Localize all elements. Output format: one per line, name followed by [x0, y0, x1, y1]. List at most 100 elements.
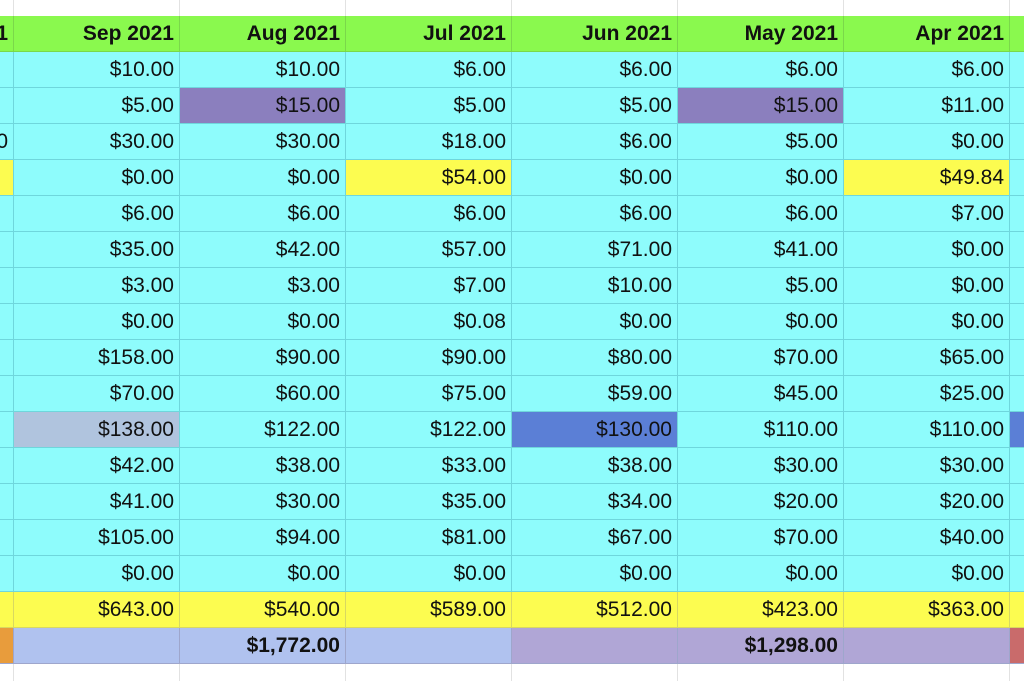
- data-cell[interactable]: $18.00: [346, 124, 512, 160]
- cell-partial[interactable]: [0, 304, 14, 340]
- data-cell[interactable]: $3.00: [180, 268, 346, 304]
- data-cell[interactable]: $130.00: [512, 412, 678, 448]
- data-cell[interactable]: $33.00: [346, 448, 512, 484]
- cell-partial[interactable]: [0, 448, 14, 484]
- monthly-total-cell[interactable]: $363.00: [844, 592, 1010, 628]
- data-cell[interactable]: $105.00: [14, 520, 180, 556]
- cell-partial[interactable]: [1010, 484, 1024, 520]
- data-cell[interactable]: $5.00: [14, 88, 180, 124]
- data-cell[interactable]: $30.00: [14, 124, 180, 160]
- data-cell[interactable]: $70.00: [678, 340, 844, 376]
- cell-partial[interactable]: [1010, 520, 1024, 556]
- data-cell[interactable]: $65.00: [844, 340, 1010, 376]
- data-cell[interactable]: $0.00: [180, 304, 346, 340]
- data-cell[interactable]: $5.00: [346, 88, 512, 124]
- cell-partial[interactable]: [0, 52, 14, 88]
- data-cell[interactable]: $20.00: [844, 484, 1010, 520]
- data-cell[interactable]: $0.08: [346, 304, 512, 340]
- data-cell[interactable]: $6.00: [512, 196, 678, 232]
- column-header[interactable]: Jul 2021: [346, 16, 512, 52]
- data-cell[interactable]: $30.00: [844, 448, 1010, 484]
- summary-cell[interactable]: [844, 628, 1010, 664]
- data-cell[interactable]: $45.00: [678, 376, 844, 412]
- summary-cell[interactable]: $1,772.00: [180, 628, 346, 664]
- monthly-total-cell[interactable]: $423.00: [678, 592, 844, 628]
- cell-partial[interactable]: [1010, 268, 1024, 304]
- data-cell[interactable]: $38.00: [512, 448, 678, 484]
- data-cell[interactable]: $6.00: [346, 196, 512, 232]
- monthly-total-cell[interactable]: $540.00: [180, 592, 346, 628]
- cell-partial[interactable]: [1010, 556, 1024, 592]
- data-cell[interactable]: $25.00: [844, 376, 1010, 412]
- data-cell[interactable]: $0.00: [180, 160, 346, 196]
- data-cell[interactable]: $41.00: [678, 232, 844, 268]
- data-cell[interactable]: $70.00: [14, 376, 180, 412]
- summary-cell[interactable]: [14, 628, 180, 664]
- data-cell[interactable]: $10.00: [180, 52, 346, 88]
- data-cell[interactable]: $35.00: [14, 232, 180, 268]
- cell-partial[interactable]: [1010, 124, 1024, 160]
- data-cell[interactable]: $0.00: [14, 160, 180, 196]
- cell-partial[interactable]: [0, 88, 14, 124]
- data-cell[interactable]: $110.00: [844, 412, 1010, 448]
- summary-cell[interactable]: [346, 628, 512, 664]
- data-cell[interactable]: $11.00: [844, 88, 1010, 124]
- data-cell[interactable]: $15.00: [678, 88, 844, 124]
- data-cell[interactable]: $5.00: [678, 124, 844, 160]
- column-header[interactable]: Apr 2021: [844, 16, 1010, 52]
- data-cell[interactable]: $5.00: [512, 88, 678, 124]
- data-cell[interactable]: $6.00: [844, 52, 1010, 88]
- data-cell[interactable]: $110.00: [678, 412, 844, 448]
- data-cell[interactable]: $35.00: [346, 484, 512, 520]
- summary-cell[interactable]: [512, 628, 678, 664]
- data-cell[interactable]: $0.00: [844, 268, 1010, 304]
- data-cell[interactable]: $80.00: [512, 340, 678, 376]
- data-cell[interactable]: $0.00: [844, 232, 1010, 268]
- data-cell[interactable]: $6.00: [180, 196, 346, 232]
- cell-partial[interactable]: 0: [0, 124, 14, 160]
- data-cell[interactable]: $30.00: [180, 484, 346, 520]
- data-cell[interactable]: $90.00: [180, 340, 346, 376]
- data-cell[interactable]: $122.00: [180, 412, 346, 448]
- data-cell[interactable]: $57.00: [346, 232, 512, 268]
- data-cell[interactable]: $71.00: [512, 232, 678, 268]
- cell-partial[interactable]: [1010, 376, 1024, 412]
- data-cell[interactable]: $0.00: [844, 556, 1010, 592]
- data-cell[interactable]: $30.00: [180, 124, 346, 160]
- data-cell[interactable]: $6.00: [14, 196, 180, 232]
- data-cell[interactable]: $90.00: [346, 340, 512, 376]
- data-cell[interactable]: $30.00: [678, 448, 844, 484]
- column-header[interactable]: Aug 2021: [180, 16, 346, 52]
- cell-partial[interactable]: [1010, 88, 1024, 124]
- data-cell[interactable]: $49.84: [844, 160, 1010, 196]
- total-cell-partial[interactable]: [0, 592, 14, 628]
- data-cell[interactable]: $20.00: [678, 484, 844, 520]
- data-cell[interactable]: $5.00: [678, 268, 844, 304]
- data-cell[interactable]: $158.00: [14, 340, 180, 376]
- data-cell[interactable]: $10.00: [14, 52, 180, 88]
- data-cell[interactable]: $6.00: [346, 52, 512, 88]
- cell-partial[interactable]: [0, 484, 14, 520]
- cell-partial[interactable]: [1010, 232, 1024, 268]
- data-cell[interactable]: $122.00: [346, 412, 512, 448]
- column-header[interactable]: May 2021: [678, 16, 844, 52]
- data-cell[interactable]: $7.00: [346, 268, 512, 304]
- summary-cell[interactable]: $1,298.00: [678, 628, 844, 664]
- column-header[interactable]: Jun 2021: [512, 16, 678, 52]
- data-cell[interactable]: $59.00: [512, 376, 678, 412]
- data-cell[interactable]: $6.00: [678, 52, 844, 88]
- data-cell[interactable]: $75.00: [346, 376, 512, 412]
- cell-partial[interactable]: [0, 340, 14, 376]
- data-cell[interactable]: $6.00: [512, 124, 678, 160]
- column-header-partial[interactable]: 1: [0, 16, 14, 52]
- cell-partial[interactable]: [0, 376, 14, 412]
- data-cell[interactable]: $70.00: [678, 520, 844, 556]
- data-cell[interactable]: $60.00: [180, 376, 346, 412]
- data-cell[interactable]: $10.00: [512, 268, 678, 304]
- column-header[interactable]: Sep 2021: [14, 16, 180, 52]
- data-cell[interactable]: $67.00: [512, 520, 678, 556]
- data-cell[interactable]: $0.00: [512, 556, 678, 592]
- data-cell[interactable]: $34.00: [512, 484, 678, 520]
- data-cell[interactable]: $6.00: [678, 196, 844, 232]
- cell-partial[interactable]: [1010, 196, 1024, 232]
